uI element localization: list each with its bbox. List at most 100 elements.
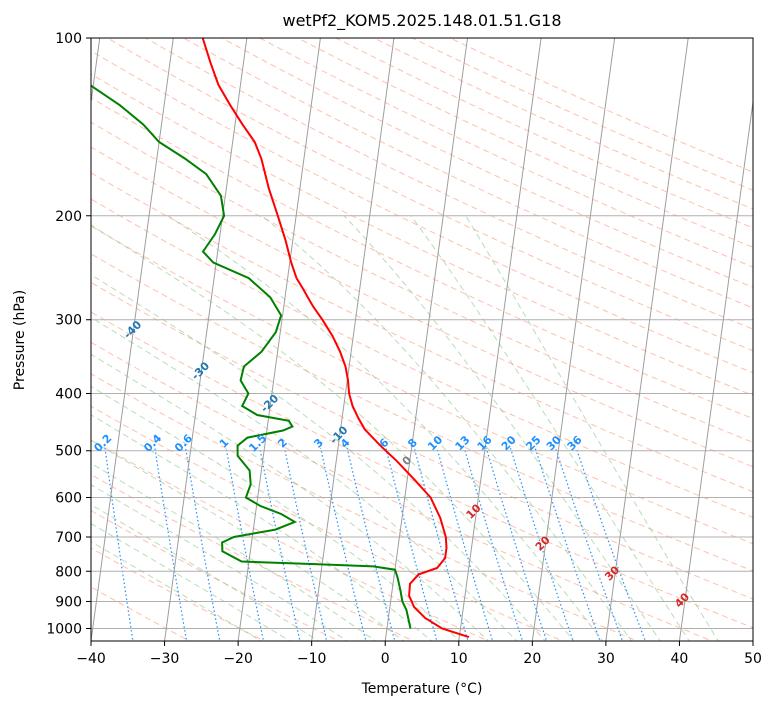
moist-adiabat xyxy=(91,522,291,641)
x-tick-label: 10 xyxy=(450,651,468,667)
moist-adiabat xyxy=(91,316,518,641)
dry-adiabat xyxy=(91,172,753,493)
isotherm xyxy=(605,38,689,641)
isotherm xyxy=(678,98,753,641)
mixing-ratio-label: 0.6 xyxy=(172,432,195,455)
dry-adiabat xyxy=(91,121,753,443)
mixing-ratio-line xyxy=(320,448,367,641)
x-tick-label: 30 xyxy=(597,651,615,667)
pressure-gridlines xyxy=(91,38,753,629)
moist-adiabat xyxy=(91,274,546,641)
moist-adiabat xyxy=(465,215,719,641)
wetbulb-label: -50 xyxy=(52,283,75,306)
x-tick-label: 0 xyxy=(381,651,390,667)
isotherm xyxy=(237,38,321,641)
isotherm-label: 40 xyxy=(672,590,692,610)
mixing-ratio-label: 3 xyxy=(311,436,326,451)
mixing-ratio-line xyxy=(509,448,574,641)
dry-adiabat xyxy=(91,439,490,641)
isotherms xyxy=(91,38,753,641)
line-labels: -100-90-80-70-60-50-40-30-20-100.10.20.4… xyxy=(0,232,692,611)
isotherm xyxy=(164,38,248,641)
mixing-ratio-line xyxy=(225,448,265,641)
isotherm xyxy=(311,38,395,641)
dry-adiabat xyxy=(91,341,714,641)
wetbulb-label: -30 xyxy=(189,359,212,382)
mixing-ratio-label: 36 xyxy=(565,433,585,453)
plot-frame xyxy=(90,37,754,642)
mixing-ratio-lines xyxy=(104,447,646,641)
y-tick-label: 400 xyxy=(55,387,82,403)
moist-adiabat xyxy=(167,215,604,641)
y-axis-label: Pressure (hPa) xyxy=(12,290,28,390)
background-lines xyxy=(91,38,753,641)
moist-adiabat xyxy=(261,215,633,641)
mixing-ratio-line xyxy=(534,448,601,641)
dry-adiabat xyxy=(91,97,753,420)
dewpoint-line xyxy=(91,84,412,629)
dry-adiabat xyxy=(91,405,564,641)
mixing-ratio-line xyxy=(283,448,328,641)
mixing-ratio-label: 16 xyxy=(475,433,495,453)
x-tick-label: −40 xyxy=(76,651,106,667)
y-tick-label: 100 xyxy=(55,31,82,47)
x-tick-label: −30 xyxy=(150,651,180,667)
mixing-ratio-line xyxy=(575,447,646,641)
moist-adiabat xyxy=(91,484,348,641)
wetbulb-label: -60 xyxy=(0,232,9,255)
moist-adiabat xyxy=(91,414,433,641)
mixing-ratio-line xyxy=(436,448,494,641)
dry-adiabat xyxy=(258,38,753,268)
x-axis-ticks: −40 −30 −20 −10 0 10 20 30 40 50 xyxy=(76,641,762,667)
temperature-line xyxy=(201,38,470,639)
dry-adiabat xyxy=(91,373,639,641)
x-axis-label: Temperature (°C) xyxy=(361,681,483,697)
mixing-ratio-line xyxy=(185,448,221,641)
dry-adiabat xyxy=(91,198,753,518)
dry-adiabats xyxy=(91,38,753,641)
moist-adiabat xyxy=(91,439,405,641)
y-tick-label: 900 xyxy=(55,594,82,610)
y-tick-label: 200 xyxy=(55,209,82,225)
mixing-ratio-line xyxy=(485,448,548,641)
dry-adiabat xyxy=(106,38,753,352)
isotherm xyxy=(91,38,174,641)
mixing-ratio-line xyxy=(463,448,524,641)
mixing-ratio-label: 1 xyxy=(217,436,232,451)
mixing-ratio-label: 0.4 xyxy=(141,432,164,455)
x-tick-label: 20 xyxy=(523,651,541,667)
isotherm xyxy=(531,38,616,641)
dry-adiabat xyxy=(182,38,753,309)
isotherm xyxy=(91,38,101,106)
isotherm-label: 20 xyxy=(533,533,553,553)
mixing-ratio-line xyxy=(154,448,188,641)
isotherm xyxy=(384,38,469,641)
y-tick-label: 1000 xyxy=(46,621,82,637)
isotherm xyxy=(458,38,542,641)
x-tick-label: −10 xyxy=(297,651,327,667)
x-tick-label: −20 xyxy=(223,651,253,667)
moist-adiabat xyxy=(343,215,661,641)
dry-adiabat xyxy=(91,586,191,641)
moist-adiabat xyxy=(410,215,690,641)
moist-adiabat xyxy=(91,541,262,641)
mixing-ratio-line xyxy=(346,448,396,641)
mixing-ratio-label: 4 xyxy=(338,436,353,451)
dry-adiabat xyxy=(296,38,753,248)
y-axis-ticks: 100 200 300 400 500 600 700 800 900 1000 xyxy=(46,31,91,637)
dry-adiabat xyxy=(410,38,753,191)
y-tick-label: 300 xyxy=(55,313,82,329)
dry-adiabat xyxy=(220,38,753,288)
moist-adiabat xyxy=(91,224,575,641)
mixing-ratio-label: 8 xyxy=(405,436,420,451)
sounding-profiles xyxy=(91,38,470,639)
mixing-ratio-label: 0.2 xyxy=(91,432,114,455)
y-tick-label: 800 xyxy=(55,564,82,580)
mixing-ratio-line xyxy=(555,448,624,641)
y-tick-label: 600 xyxy=(55,490,82,506)
dry-adiabat xyxy=(91,510,341,641)
mixing-ratio-label: 2 xyxy=(275,436,290,451)
mixing-ratio-label: 20 xyxy=(499,433,519,453)
isotherm xyxy=(752,637,753,641)
